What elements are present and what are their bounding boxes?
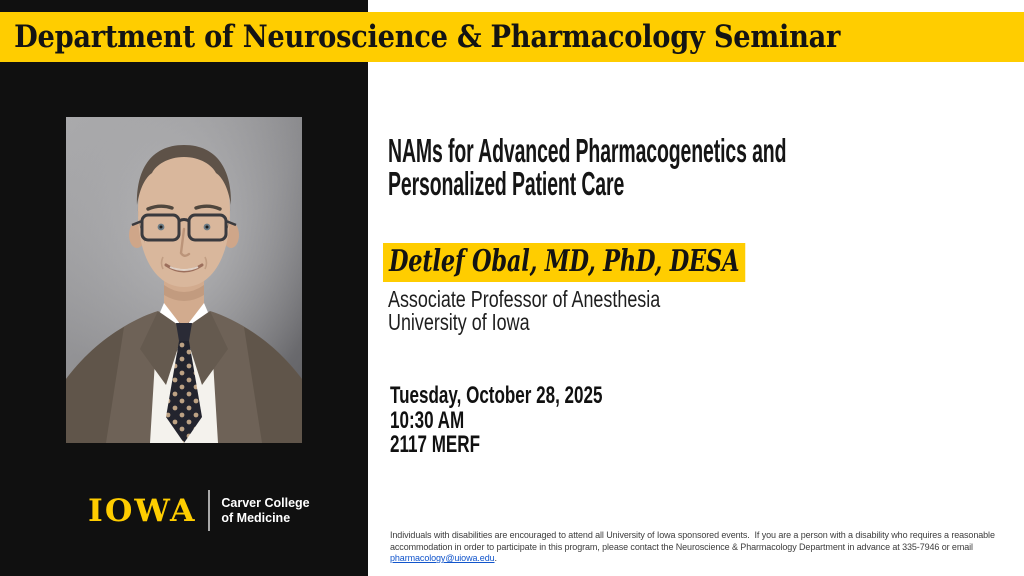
seminar-title-line2: Personalized Patient Care: [388, 165, 625, 202]
speaker-photo: [66, 117, 302, 443]
email-link[interactable]: pharmacology@uiowa.edu: [390, 553, 495, 564]
speaker-role: Associate Professor of Anesthesia: [388, 286, 661, 312]
logo-divider: [208, 490, 211, 531]
speaker-institution: University of Iowa: [388, 309, 530, 335]
banner-title: Department of Neuroscience & Pharmacolog…: [14, 19, 841, 55]
speaker-headshot-illustration: [66, 117, 302, 443]
iowa-logo: IOWA Carver College of Medicine: [88, 490, 310, 531]
speaker-name-highlight: Detlef Obal, MD, PhD, DESA: [383, 243, 866, 282]
iowa-wordmark: IOWA: [88, 492, 197, 529]
college-name-line2: of Medicine: [221, 510, 291, 525]
speaker-affiliation: Associate Professor of Anesthesia Univer…: [388, 288, 660, 334]
title-banner: Department of Neuroscience & Pharmacolog…: [0, 12, 1024, 62]
event-time: 10:30 AM: [390, 406, 465, 434]
college-name-line1: Carver College: [221, 495, 310, 510]
seminar-title-line1: NAMs for Advanced Pharmacogenetics and: [388, 132, 787, 169]
event-location: 2117 MERF: [390, 431, 480, 458]
disclaimer-period: .: [494, 553, 498, 564]
disclaimer-text: Individuals with disabilities are encour…: [390, 530, 998, 552]
event-details: Tuesday, October 28, 2025 10:30 AM 2117 …: [390, 382, 603, 458]
accessibility-disclaimer: Individuals with disabilities are encour…: [390, 530, 1020, 565]
college-name: Carver College of Medicine: [221, 496, 309, 526]
seminar-title: NAMs for Advanced Pharmacogenetics and P…: [388, 134, 786, 200]
speaker-name: Detlef Obal, MD, PhD, DESA: [383, 243, 746, 282]
event-date: Tuesday, October 28, 2025: [390, 382, 603, 409]
